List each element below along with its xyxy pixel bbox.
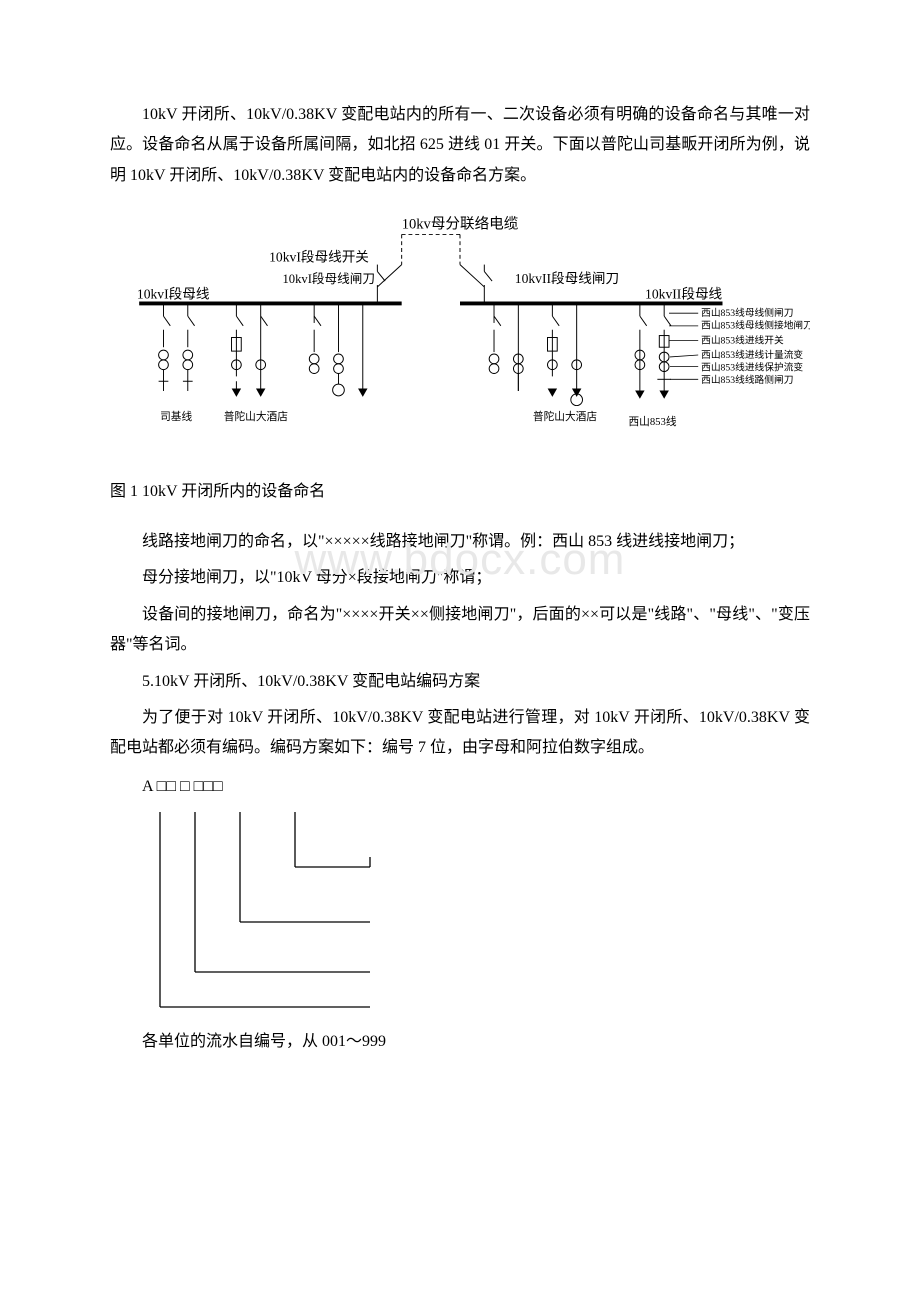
paragraph-bus-tie-ground-knife: 母分接地闸刀，以"10kV 母分×段接地闸刀"称谓； [110, 563, 810, 593]
bus-II-knife-label: 10kvII段母线闸刀 [515, 271, 619, 286]
paragraph-line-ground-knife: 线路接地闸刀的命名，以"×××××线路接地闸刀"称谓。例：西山 853 线进线接… [110, 527, 810, 557]
callout-6: 西山853线线路侧闸刀 [701, 373, 793, 386]
section-5-heading: 5.10kV 开闭所、10kV/0.38KV 变配电站编码方案 [110, 667, 810, 697]
code-pattern-text: A □□ □ □□□ [110, 772, 810, 802]
feeder-2-label: 普陀山大酒店 [224, 410, 288, 423]
paragraph-coding-scheme-intro: 为了便于对 10kV 开闭所、10kV/0.38KV 变配电站进行管理，对 10… [110, 703, 810, 764]
bus-I-label: 10kvI段母线 [137, 287, 210, 302]
feeder-3-label: 普陀山大酒店 [533, 410, 597, 423]
feeder-4-label: 西山853线 [628, 415, 676, 428]
electrical-single-line-diagram: 10kv母分联络电缆 10kvI段母线开关 10kvI段母线闸刀 10kvI段母… [110, 211, 810, 464]
bus-I-knife-label: 10kvI段母线闸刀 [282, 272, 375, 286]
intro-paragraph: 10kV 开闭所、10kV/0.38KV 变配电站内的所有一、二次设备必须有明确… [110, 100, 810, 191]
paragraph-equipment-ground-knife: 设备间的接地闸刀，命名为"××××开关××侧接地闸刀"，后面的××可以是"线路"… [110, 600, 810, 661]
callout-2: 西山853线母线侧接地闸刀 [701, 319, 810, 332]
bus-I-switch-label: 10kvI段母线开关 [269, 250, 369, 265]
tie-cable-label: 10kv母分联络电缆 [402, 216, 519, 233]
figure-1-caption: 图 1 10kV 开闭所内的设备命名 [110, 478, 810, 507]
code-structure-diagram [140, 812, 480, 1017]
callout-4: 西山853线进线计量流变 [701, 348, 803, 361]
callout-5: 西山853线进线保护流变 [701, 361, 803, 374]
callout-3: 西山853线进线开关 [701, 334, 784, 347]
paragraph-serial-number-note: 各单位的流水自编号，从 001～999 [110, 1027, 810, 1057]
electrical-diagram-container: 10kv母分联络电缆 10kvI段母线开关 10kvI段母线闸刀 10kvI段母… [110, 211, 810, 464]
feeder-1-label: 司基线 [160, 410, 192, 423]
bus-II-label: 10kvII段母线 [645, 287, 723, 302]
callout-1: 西山853线母线侧闸刀 [701, 306, 793, 319]
